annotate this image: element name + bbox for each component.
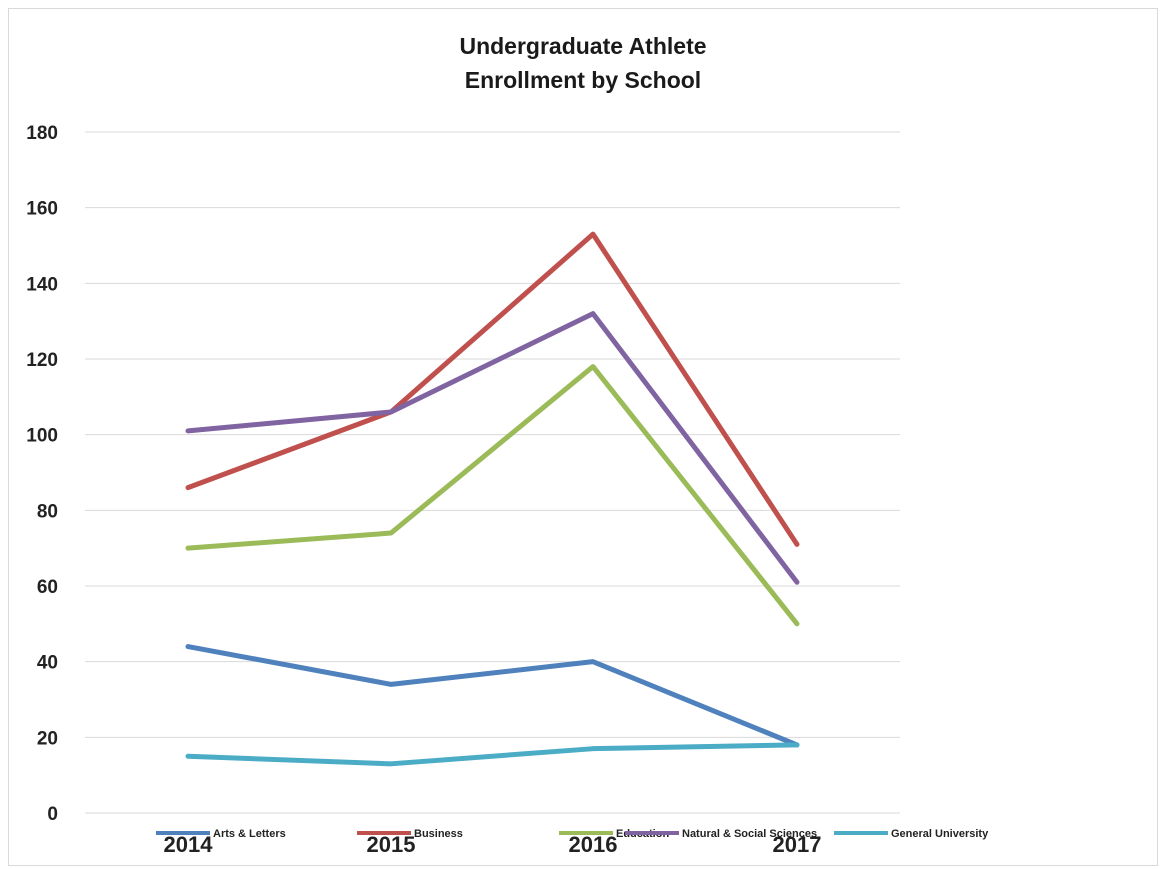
x-tick-label: 2014 xyxy=(164,832,214,857)
legend-label: Arts & Letters xyxy=(213,828,286,840)
y-tick-label: 60 xyxy=(37,577,58,598)
y-tick-label: 0 xyxy=(47,804,58,825)
series-line xyxy=(185,231,800,547)
series-line xyxy=(185,364,800,627)
series-line xyxy=(185,311,800,585)
legend: Arts & LettersBusinessEducationNatural &… xyxy=(156,828,989,840)
x-axis: 2014 2015 2016 2017 xyxy=(164,832,822,857)
series-line xyxy=(185,644,800,748)
gridlines xyxy=(85,131,900,814)
y-axis: 0 20 40 60 80 100 120 140 160 180 xyxy=(26,123,58,825)
y-tick-label: 40 xyxy=(37,653,58,674)
legend-label: Business xyxy=(414,828,463,840)
y-tick-label: 20 xyxy=(37,728,58,749)
x-tick-label: 2016 xyxy=(569,832,618,857)
y-tick-label: 80 xyxy=(37,501,58,522)
y-tick-label: 140 xyxy=(26,274,58,295)
x-tick-label: 2015 xyxy=(367,832,416,857)
y-tick-label: 180 xyxy=(26,123,58,144)
series-line xyxy=(185,742,800,767)
chart-frame xyxy=(8,8,1158,866)
y-tick-label: 120 xyxy=(26,350,58,371)
legend-label: General University xyxy=(891,828,989,840)
y-tick-label: 100 xyxy=(26,426,58,447)
chart-subtitle: Enrollment by School xyxy=(465,67,701,93)
series-lines xyxy=(185,231,800,767)
x-tick-label: 2017 xyxy=(773,832,822,857)
chart-title: Undergraduate Athlete xyxy=(459,33,706,59)
legend-label: Natural & Social Sciences xyxy=(682,828,817,840)
y-tick-label: 160 xyxy=(26,199,58,220)
